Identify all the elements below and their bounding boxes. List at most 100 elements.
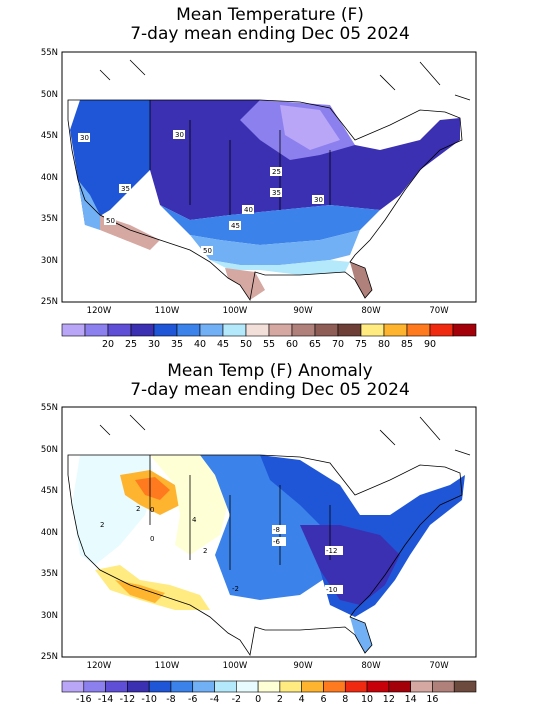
colorbar-swatch bbox=[153, 323, 178, 337]
lat-label: 55N bbox=[40, 403, 58, 413]
colorbar-swatch bbox=[176, 323, 201, 337]
contour-label: 50 bbox=[203, 247, 212, 255]
colorbar-label: 90 bbox=[423, 339, 437, 350]
colorbar-swatch bbox=[222, 323, 247, 337]
panel1-title-line1: Mean Temperature (F) bbox=[176, 5, 364, 25]
lon-label: 90W bbox=[293, 661, 313, 671]
panel2-coastlines bbox=[67, 414, 471, 657]
colorbar-swatch bbox=[337, 323, 362, 337]
contour-label: 4 bbox=[192, 516, 197, 524]
colorbar-label: -14 bbox=[97, 694, 114, 705]
colorbar-label: 85 bbox=[400, 339, 414, 350]
colorbar-swatch bbox=[291, 323, 316, 337]
colorbar-swatch bbox=[105, 680, 128, 693]
lat-label: 35N bbox=[40, 569, 58, 579]
contour-label: -10 bbox=[326, 586, 337, 594]
lat-label: 30N bbox=[40, 611, 58, 621]
panel2-map: 2 0 4 2 0 2 -8 -6 -12 -10 -2 55N 50N 45N… bbox=[0, 355, 540, 675]
colorbar-swatch bbox=[429, 323, 454, 337]
panel2-map-svg: 2 0 4 2 0 2 -8 -6 -12 -10 -2 bbox=[61, 406, 477, 658]
colorbar-swatch bbox=[452, 323, 477, 337]
panel1-title-line2: 7-day mean ending Dec 05 2024 bbox=[130, 24, 410, 44]
colorbar-swatch bbox=[279, 680, 302, 693]
panel1-colorbar: 20 25 30 35 40 45 50 55 60 65 70 75 80 85 90 bbox=[0, 320, 540, 356]
colorbar-label: 35 bbox=[170, 339, 184, 350]
panel1-temperature-field bbox=[70, 100, 460, 300]
lat-label: 40N bbox=[40, 173, 58, 183]
colorbar-swatch bbox=[301, 680, 324, 693]
lon-label: 100W bbox=[222, 306, 248, 316]
lon-label: 70W bbox=[429, 661, 449, 671]
lat-label: 55N bbox=[40, 48, 58, 58]
colorbar-swatch bbox=[245, 323, 270, 337]
panel2-anomaly-field bbox=[72, 455, 465, 653]
colorbar-swatch bbox=[257, 680, 281, 693]
colorbar-swatch bbox=[410, 680, 433, 693]
colorbar-label: -4 bbox=[209, 694, 220, 705]
colorbar-swatch bbox=[61, 680, 85, 693]
colorbar-swatch bbox=[406, 323, 431, 337]
colorbar-swatch bbox=[127, 680, 150, 693]
colorbar-label: 65 bbox=[308, 339, 322, 350]
colorbar-label: 45 bbox=[216, 339, 230, 350]
colorbar-swatch bbox=[268, 323, 293, 337]
lat-label: 45N bbox=[40, 486, 58, 496]
colorbar-swatch bbox=[366, 680, 390, 693]
colorbar-label: 20 bbox=[101, 339, 115, 350]
panel1-colorbar-svg bbox=[61, 323, 477, 337]
lat-label: 30N bbox=[40, 256, 58, 266]
contour-label: -12 bbox=[326, 547, 337, 555]
lon-label: 80W bbox=[361, 306, 381, 316]
contour-label: 30 bbox=[175, 131, 184, 139]
lon-label: 110W bbox=[154, 306, 180, 316]
colorbar-label: 10 bbox=[361, 694, 374, 705]
lat-label: 25N bbox=[40, 652, 58, 662]
contour-label: 30 bbox=[80, 134, 89, 142]
colorbar-label: 12 bbox=[382, 694, 395, 705]
colorbar-label: 70 bbox=[331, 339, 345, 350]
colorbar-swatch bbox=[83, 680, 106, 693]
panel2-colorbar-svg bbox=[61, 680, 477, 693]
lon-label: 90W bbox=[293, 306, 313, 316]
panel1-coastlines bbox=[67, 59, 471, 302]
lat-label: 45N bbox=[40, 131, 58, 141]
panel2-title-line1: Mean Temp (F) Anomaly bbox=[167, 361, 373, 381]
colorbar-swatch bbox=[148, 680, 172, 693]
lat-label: 50N bbox=[40, 445, 58, 455]
lon-label: 80W bbox=[361, 661, 381, 671]
panel1-map-svg: 30 30 25 35 35 30 40 45 50 50 bbox=[61, 51, 477, 303]
colorbar-swatch bbox=[107, 323, 132, 337]
colorbar-label: -16 bbox=[76, 694, 92, 705]
colorbar-label: 8 bbox=[342, 694, 349, 705]
colorbar-swatch bbox=[236, 680, 259, 693]
panel2-contour-labels: 2 0 4 2 0 2 -8 -6 -12 -10 -2 bbox=[100, 505, 343, 594]
contour-label: 0 bbox=[150, 506, 154, 514]
colorbar-swatch bbox=[314, 323, 339, 337]
colorbar-label: -8 bbox=[166, 694, 176, 705]
colorbar-swatch bbox=[84, 323, 109, 337]
lon-label: 120W bbox=[86, 661, 112, 671]
colorbar-swatch bbox=[61, 323, 86, 337]
colorbar-label: 75 bbox=[354, 339, 368, 350]
lat-label: 40N bbox=[40, 528, 58, 538]
panel1-title: Mean Temperature (F) 7-day mean ending D… bbox=[0, 6, 540, 44]
colorbar-label: 16 bbox=[426, 694, 439, 705]
colorbar-label: 25 bbox=[124, 339, 138, 350]
panel1-map: 30 30 25 35 35 30 40 45 50 50 55N 50N 45… bbox=[40, 48, 477, 316]
lon-label: 100W bbox=[222, 661, 248, 671]
colorbar-swatch bbox=[214, 680, 237, 693]
contour-label: 35 bbox=[272, 189, 281, 197]
colorbar-swatch bbox=[170, 680, 194, 693]
panel2-title: Mean Temp (F) Anomaly 7-day mean ending … bbox=[0, 362, 540, 400]
colorbar-label: -6 bbox=[187, 694, 198, 705]
contour-label: -6 bbox=[273, 538, 281, 546]
colorbar-swatch bbox=[130, 323, 155, 337]
contour-label: 50 bbox=[106, 217, 115, 225]
contour-label: -8 bbox=[273, 526, 280, 534]
contour-label: -2 bbox=[232, 585, 239, 593]
colorbar-swatch bbox=[192, 680, 215, 693]
lat-label: 35N bbox=[40, 214, 58, 224]
colorbar-label: 14 bbox=[404, 694, 417, 705]
colorbar-label: 2 bbox=[276, 694, 283, 705]
colorbar-label: 6 bbox=[320, 694, 327, 705]
